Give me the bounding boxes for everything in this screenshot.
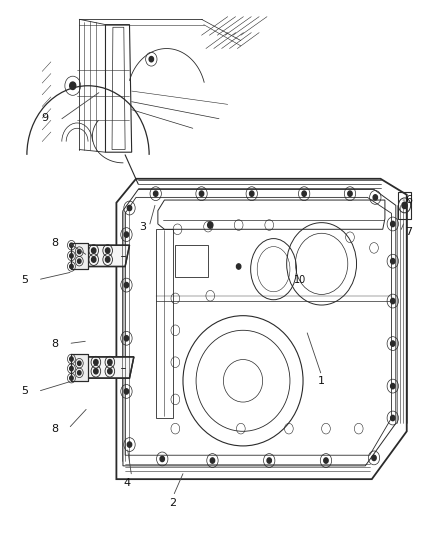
Circle shape: [391, 221, 395, 227]
Polygon shape: [71, 243, 88, 269]
Circle shape: [106, 248, 110, 253]
Circle shape: [372, 455, 376, 461]
Circle shape: [267, 458, 272, 463]
Circle shape: [149, 56, 153, 62]
Circle shape: [124, 282, 129, 288]
Circle shape: [94, 360, 98, 365]
Circle shape: [70, 243, 73, 247]
Circle shape: [70, 357, 73, 361]
Circle shape: [124, 389, 129, 394]
Circle shape: [391, 259, 395, 264]
Circle shape: [250, 191, 254, 196]
Circle shape: [92, 248, 96, 253]
Circle shape: [78, 361, 81, 366]
Circle shape: [70, 254, 73, 258]
Text: 8: 8: [52, 338, 59, 349]
Circle shape: [324, 458, 328, 463]
Circle shape: [70, 82, 76, 90]
Circle shape: [92, 257, 96, 262]
Polygon shape: [86, 245, 130, 266]
Circle shape: [210, 458, 215, 463]
Circle shape: [70, 264, 73, 269]
Circle shape: [302, 191, 306, 196]
Circle shape: [70, 376, 73, 380]
Text: 5: 5: [21, 275, 28, 285]
Circle shape: [391, 298, 395, 304]
Text: 7: 7: [405, 227, 413, 237]
Text: 1: 1: [318, 376, 325, 386]
Text: 3: 3: [139, 222, 146, 232]
Text: 8: 8: [52, 424, 59, 434]
Text: 10: 10: [293, 275, 306, 285]
Circle shape: [124, 232, 129, 237]
Circle shape: [153, 191, 158, 196]
Circle shape: [127, 442, 132, 447]
Circle shape: [78, 259, 81, 263]
Circle shape: [78, 370, 81, 375]
Circle shape: [208, 222, 213, 228]
Text: 8: 8: [52, 238, 59, 247]
Circle shape: [78, 249, 81, 254]
Circle shape: [348, 191, 352, 196]
Circle shape: [160, 456, 164, 462]
Text: 6: 6: [406, 195, 413, 205]
Text: 4: 4: [124, 479, 131, 488]
Circle shape: [108, 368, 112, 374]
Circle shape: [391, 341, 395, 346]
Text: 9: 9: [41, 112, 48, 123]
Polygon shape: [86, 357, 134, 378]
Text: 5: 5: [21, 386, 28, 397]
Circle shape: [373, 195, 378, 200]
Circle shape: [106, 257, 110, 262]
Circle shape: [94, 368, 98, 374]
Circle shape: [70, 367, 73, 370]
Circle shape: [391, 415, 395, 421]
Circle shape: [124, 336, 129, 341]
Circle shape: [237, 264, 241, 269]
Circle shape: [108, 360, 112, 365]
Polygon shape: [71, 354, 88, 381]
Circle shape: [391, 383, 395, 389]
Text: 2: 2: [170, 498, 177, 508]
Circle shape: [199, 191, 204, 196]
Circle shape: [402, 202, 407, 208]
Circle shape: [127, 205, 132, 211]
